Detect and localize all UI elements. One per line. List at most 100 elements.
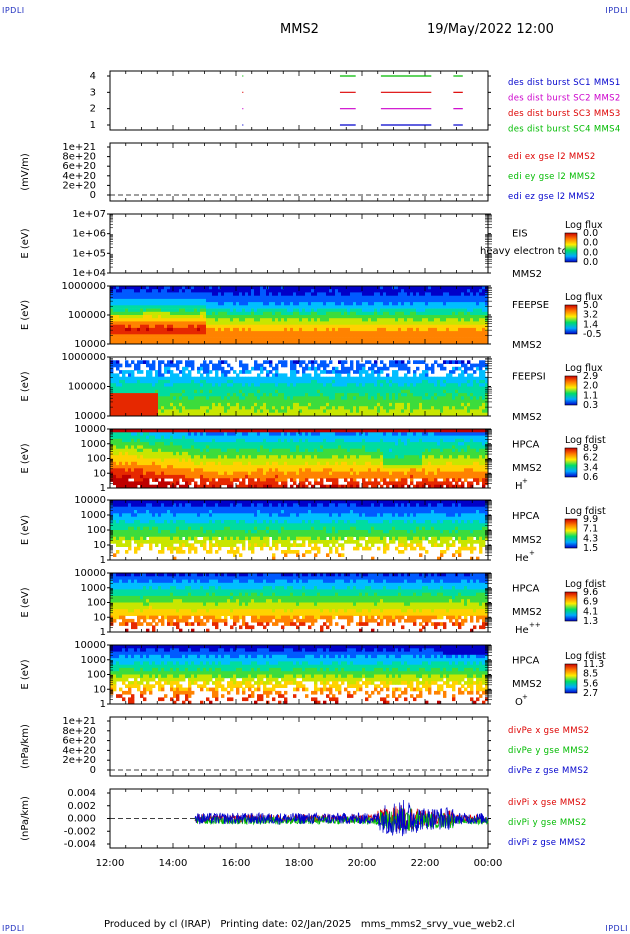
- heatmap-cell: [119, 461, 123, 466]
- heatmap-cell: [242, 286, 246, 290]
- heatmap-cell: [329, 396, 333, 400]
- heatmap-cell: [398, 298, 402, 303]
- heatmap-cell: [461, 302, 465, 306]
- heatmap-cell: [146, 337, 150, 342]
- heatmap-cell: [356, 360, 360, 364]
- heatmap-cell: [125, 308, 129, 313]
- heatmap-cell: [377, 305, 381, 309]
- heatmap-cell: [407, 360, 411, 364]
- heatmap-cell: [194, 324, 198, 329]
- heatmap-cell: [113, 442, 117, 446]
- heatmap-cell: [368, 327, 372, 332]
- heatmap-cell: [401, 318, 405, 322]
- heatmap-cell: [434, 412, 438, 417]
- heatmap-cell: [257, 331, 261, 335]
- heatmap-cell: [173, 455, 177, 459]
- heatmap-cell: [179, 337, 183, 342]
- heatmap-cell: [131, 340, 135, 345]
- heatmap-cell: [137, 409, 141, 414]
- heatmap-cell: [299, 298, 303, 303]
- heatmap-cell: [347, 337, 351, 342]
- heatmap-cell: [365, 302, 369, 306]
- heatmap-cell: [308, 409, 312, 414]
- heatmap-cell: [113, 474, 117, 479]
- heatmap-cell: [125, 360, 129, 364]
- heatmap-cell: [140, 442, 144, 446]
- heatmap-cell: [383, 302, 387, 306]
- heatmap-cell: [410, 393, 414, 397]
- heatmap-cell: [122, 445, 126, 450]
- heatmap-cell: [326, 340, 330, 345]
- heatmap-cell: [248, 409, 252, 414]
- heatmap-cell: [452, 402, 456, 407]
- heatmap-cell: [362, 327, 366, 332]
- heatmap-cell: [224, 321, 228, 325]
- heatmap-cell: [119, 340, 123, 345]
- heatmap-cell: [158, 324, 162, 329]
- heatmap-cell: [380, 324, 384, 329]
- heatmap-cell: [449, 321, 453, 325]
- heatmap-cell: [146, 471, 150, 476]
- heatmap-cell: [191, 308, 195, 313]
- heatmap-cell: [332, 412, 336, 417]
- heatmap-cell: [176, 366, 180, 371]
- heatmap-cell: [161, 311, 165, 316]
- heatmap-cell: [206, 334, 210, 338]
- heatmap-cell: [290, 370, 294, 374]
- heatmap-cell: [392, 298, 396, 303]
- heatmap-cell: [452, 383, 456, 387]
- heatmap-cell: [479, 318, 483, 322]
- heatmap-cell: [167, 402, 171, 407]
- heatmap-cell: [128, 376, 132, 381]
- heatmap-cell: [146, 409, 150, 414]
- heatmap-cell: [131, 409, 135, 414]
- heatmap-cell: [365, 402, 369, 407]
- heatmap-cell: [284, 321, 288, 325]
- heatmap-cell: [296, 383, 300, 387]
- heatmap-cell: [428, 383, 432, 387]
- heatmap-cell: [266, 360, 270, 364]
- heatmap-cell: [227, 305, 231, 309]
- heatmap-cell: [479, 308, 483, 313]
- heatmap-cell: [110, 461, 114, 466]
- heatmap-cell: [431, 315, 435, 319]
- heatmap-cell: [161, 429, 165, 433]
- heatmap-cell: [110, 399, 114, 404]
- heatmap-cell: [347, 334, 351, 338]
- heatmap-cell: [161, 465, 165, 469]
- heatmap-cell: [215, 311, 219, 316]
- heatmap-cell: [407, 334, 411, 338]
- heatmap-cell: [371, 324, 375, 329]
- heatmap-cell: [458, 318, 462, 322]
- heatmap-cell: [299, 315, 303, 319]
- heatmap-cell: [197, 370, 201, 374]
- heatmap-cell: [479, 298, 483, 303]
- heatmap-cell: [440, 327, 444, 332]
- heatmap-cell: [113, 334, 117, 338]
- heatmap-cell: [176, 331, 180, 335]
- heatmap-cell: [320, 295, 324, 300]
- heatmap-cell: [188, 315, 192, 319]
- heatmap-cell: [167, 308, 171, 313]
- heatmap-cell: [335, 327, 339, 332]
- heatmap-cell: [329, 337, 333, 342]
- heatmap-cell: [407, 370, 411, 374]
- heatmap-cell: [191, 289, 195, 293]
- heatmap-cell: [287, 379, 291, 384]
- heatmap-cell: [404, 318, 408, 322]
- heatmap-cell: [179, 331, 183, 335]
- heatmap-cell: [311, 386, 315, 391]
- heatmap-cell: [284, 324, 288, 329]
- heatmap-cell: [221, 286, 225, 290]
- heatmap-cell: [164, 334, 168, 338]
- heatmap-cell: [359, 292, 363, 296]
- heatmap-cell: [461, 289, 465, 293]
- heatmap-cell: [221, 406, 225, 410]
- heatmap-cell: [185, 305, 189, 309]
- heatmap-cell: [374, 379, 378, 384]
- heatmap-cell: [359, 402, 363, 407]
- heatmap-cell: [293, 363, 297, 368]
- heatmap-cell: [323, 321, 327, 325]
- heatmap-cell: [155, 376, 159, 381]
- heatmap-cell: [344, 376, 348, 381]
